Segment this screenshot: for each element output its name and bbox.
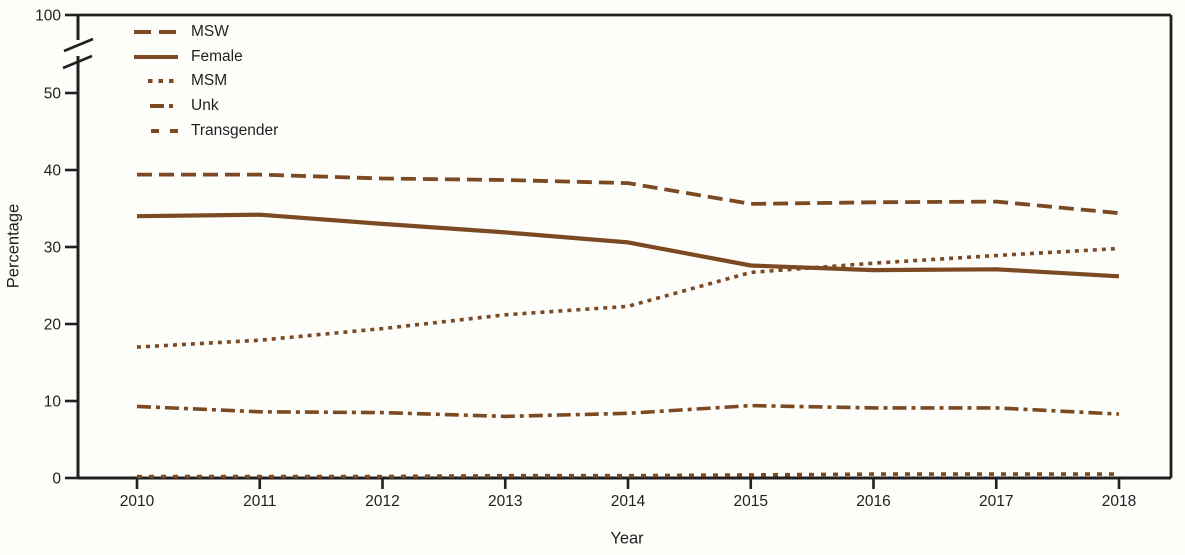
x-tick-label: 2012 [365, 493, 399, 510]
legend-item-female: Female [134, 45, 278, 70]
series-line-unk [136, 403, 1120, 419]
y-tick-label: 50 [44, 86, 62, 103]
legend-item-unk: Unk [134, 94, 278, 119]
legend-label: Transgender [191, 121, 279, 139]
y-tick-label: 100 [35, 8, 61, 25]
axis-break-slash [63, 37, 94, 53]
legend-line-sample-dotted [134, 76, 178, 86]
axis-break-slash [62, 54, 93, 70]
x-tick-label: 2016 [856, 493, 890, 510]
series-line-transgender [137, 472, 1119, 479]
y-axis-title: Percentage [4, 203, 23, 289]
y-tick-label: 30 [44, 240, 62, 257]
x-tick-label: 2010 [120, 493, 155, 510]
y-tick-label: 20 [44, 317, 62, 334]
legend-line-sample-short-dash [134, 126, 178, 136]
x-tick-label: 2011 [243, 493, 276, 510]
chart-legend: MSW Female MSM Unk Transgender [134, 20, 278, 143]
x-axis-title: Year [610, 529, 644, 548]
series-line-msw [137, 172, 1120, 215]
x-tick-label: 2013 [488, 493, 522, 510]
legend-item-msw: MSW [134, 20, 278, 45]
x-tick-label: 2015 [734, 493, 768, 510]
legend-line-sample-dash-dot [134, 101, 178, 111]
legend-label: Unk [191, 97, 219, 115]
x-tick-label: 2018 [1102, 493, 1136, 510]
y-tick-label: 0 [52, 471, 61, 488]
y-tick-label: 40 [44, 163, 62, 180]
legend-label: MSW [191, 23, 229, 41]
legend-item-transgender: Transgender [134, 118, 278, 143]
x-tick-label: 2014 [611, 493, 646, 510]
legend-label: MSM [191, 72, 228, 90]
legend-item-msm: MSM [134, 69, 278, 94]
y-tick-label: 10 [44, 394, 62, 411]
series-line-female [136, 212, 1120, 279]
x-tick-label: 2017 [979, 493, 1013, 510]
legend-label: Female [191, 47, 243, 65]
series-line-msm [136, 246, 1120, 349]
legend-line-sample-solid [134, 52, 178, 62]
legend-line-sample-long-dash [134, 27, 178, 37]
